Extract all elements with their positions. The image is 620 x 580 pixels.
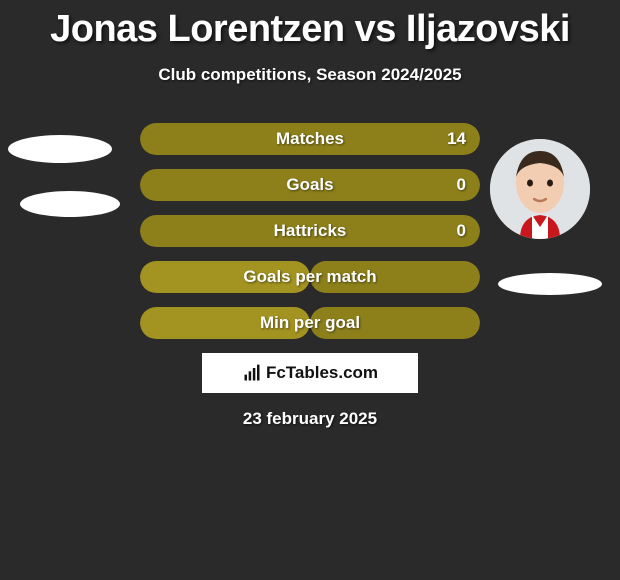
page-title: Jonas Lorentzen vs Iljazovski: [0, 0, 620, 51]
stat-value-right: 14: [447, 123, 466, 155]
placeholder-ellipse-left: [20, 191, 120, 217]
stat-row: Goals0: [140, 169, 480, 201]
player-face-icon: [490, 139, 590, 239]
placeholder-ellipse-left: [8, 135, 112, 163]
stat-label: Goals: [140, 169, 480, 201]
bar-chart-icon: [242, 363, 262, 383]
content-area: Matches14Goals0Hattricks0Goals per match…: [0, 123, 620, 429]
stat-label: Goals per match: [140, 261, 480, 293]
subtitle: Club competitions, Season 2024/2025: [0, 65, 620, 85]
date-label: 23 february 2025: [0, 409, 620, 429]
avatar: [490, 139, 590, 239]
brand-label: FcTables.com: [266, 363, 378, 383]
stat-row: Goals per match: [140, 261, 480, 293]
stat-bars: Matches14Goals0Hattricks0Goals per match…: [140, 123, 480, 339]
stat-row: Min per goal: [140, 307, 480, 339]
stat-label: Hattricks: [140, 215, 480, 247]
placeholder-ellipse-right: [498, 273, 602, 295]
stat-row: Hattricks0: [140, 215, 480, 247]
stat-value-right: 0: [457, 169, 466, 201]
stat-row: Matches14: [140, 123, 480, 155]
brand-box[interactable]: FcTables.com: [202, 353, 418, 393]
stat-label: Min per goal: [140, 307, 480, 339]
stat-value-right: 0: [457, 215, 466, 247]
stat-label: Matches: [140, 123, 480, 155]
